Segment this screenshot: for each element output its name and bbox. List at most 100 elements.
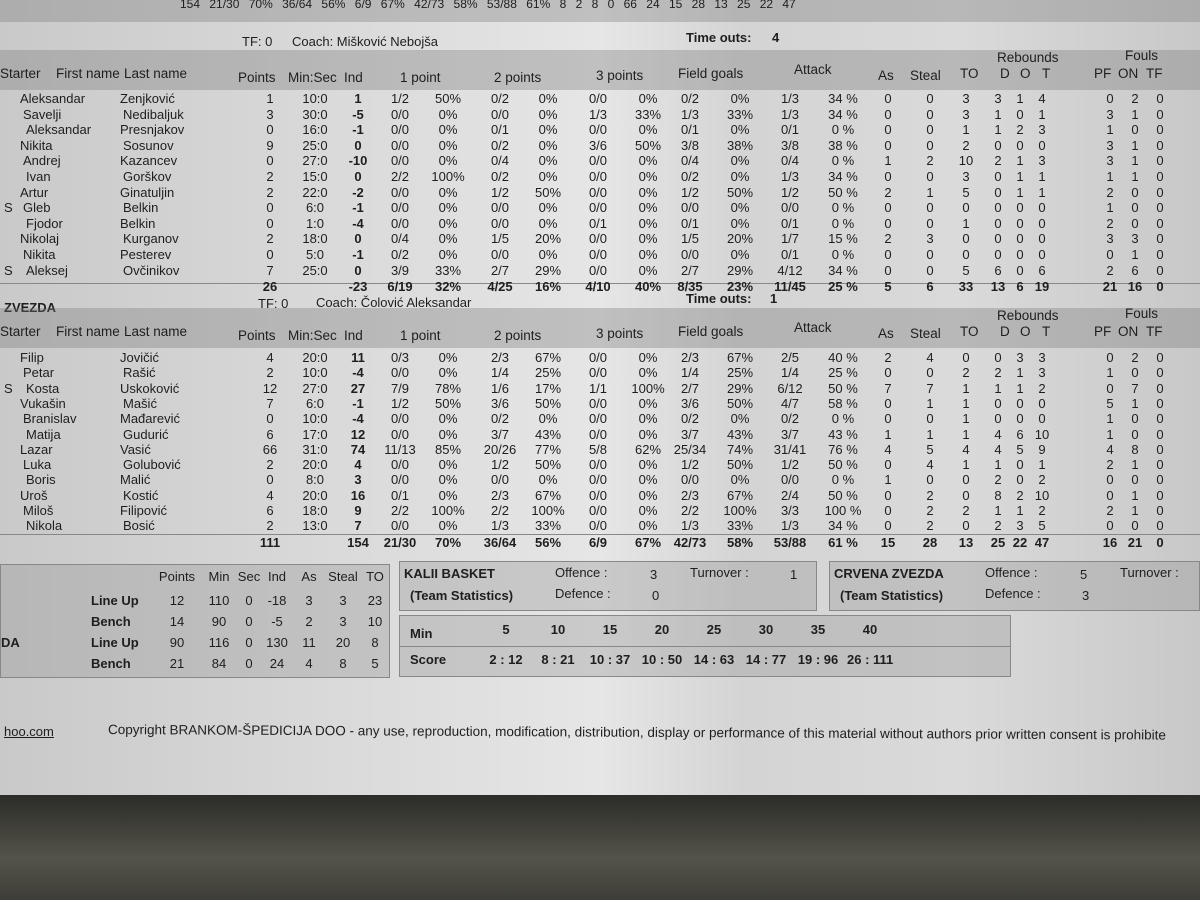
column-header-p1: 1 point bbox=[400, 70, 441, 85]
player-cell: 8:0 bbox=[305, 472, 325, 488]
player-cell: 10 bbox=[1034, 487, 1050, 503]
totals-cell: 16 bbox=[1127, 279, 1143, 295]
player-cell: 62% bbox=[634, 441, 662, 457]
player-cell: 5 bbox=[962, 184, 970, 200]
defence-label: Defence : bbox=[555, 586, 611, 601]
minute-mark: 15 bbox=[602, 622, 618, 637]
player-cell: 0% bbox=[438, 426, 458, 442]
player-cell: 10:0 bbox=[302, 91, 328, 106]
player-cell: 3/6 bbox=[490, 395, 510, 411]
player-cell: 3 bbox=[1131, 231, 1139, 247]
player-cell: 1/5 bbox=[680, 231, 700, 247]
player-cell: 6 bbox=[266, 503, 274, 518]
player-cell: 0 bbox=[1156, 169, 1164, 184]
player-cell: 58 % bbox=[828, 395, 858, 411]
player-cell: Ovčinikov bbox=[123, 262, 180, 278]
column-header-steal: Steal bbox=[910, 326, 941, 341]
player-cell: 3 bbox=[1016, 518, 1024, 534]
player-cell: 43% bbox=[726, 426, 754, 442]
player-cell: 1 bbox=[1131, 169, 1139, 184]
player-cell: 1 bbox=[1131, 106, 1139, 122]
player-cell: 0 bbox=[884, 169, 892, 184]
player-cell: 0/0 bbox=[680, 200, 700, 216]
player-cell: 0 bbox=[884, 247, 892, 262]
player-cell: 3 bbox=[1016, 350, 1024, 365]
player-cell: Ginatuljin bbox=[120, 184, 175, 200]
player-cell: 4 bbox=[926, 350, 934, 365]
player-cell: 2 bbox=[1106, 215, 1114, 231]
defence-value: 0 bbox=[652, 588, 660, 603]
player-cell: 50 % bbox=[828, 184, 858, 200]
totals-cell: 61 % bbox=[828, 534, 858, 550]
player-cell: 1 bbox=[1016, 365, 1024, 381]
player-cell: Belkin bbox=[123, 200, 159, 216]
player-cell: 2 bbox=[1038, 503, 1046, 518]
player-cell: 1 bbox=[962, 215, 970, 231]
totals-cell: 21 bbox=[1127, 534, 1143, 550]
player-cell: 3 bbox=[1038, 350, 1046, 365]
player-cell: 6 bbox=[1131, 262, 1139, 278]
bench-cell: 0 bbox=[245, 635, 253, 650]
totals-cell: 11/45 bbox=[774, 279, 806, 295]
player-cell: 0/0 bbox=[390, 200, 410, 216]
player-cell: 0 bbox=[926, 365, 934, 381]
score-at-minute: 19 : 96 bbox=[797, 652, 839, 667]
player-cell: Gorškov bbox=[123, 169, 172, 184]
offence-value: 3 bbox=[650, 567, 658, 582]
player-cell: 29% bbox=[726, 262, 754, 278]
player-cell: 0% bbox=[438, 487, 458, 503]
player-cell: 1 bbox=[1106, 411, 1114, 427]
column-header-starter: Starter bbox=[0, 324, 41, 339]
column-header-first: First name bbox=[56, 66, 120, 81]
player-cell: 1/3 bbox=[490, 518, 510, 534]
bench-cell: 10 bbox=[367, 614, 383, 629]
player-cell: -5 bbox=[352, 106, 364, 122]
player-cell: 0/0 bbox=[588, 91, 608, 106]
player-cell: Gudurić bbox=[123, 426, 169, 442]
player-cell: 22:0 bbox=[302, 184, 328, 200]
footer-link[interactable]: hoo.com bbox=[4, 724, 54, 739]
player-cell: 0 bbox=[926, 169, 934, 184]
player-cell: 0 bbox=[354, 262, 362, 278]
player-cell: 4/7 bbox=[780, 395, 800, 411]
player-cell: 0% bbox=[438, 411, 458, 427]
player-cell: 50% bbox=[434, 395, 462, 411]
player-cell: 1 bbox=[1016, 380, 1024, 396]
player-cell: 0/0 bbox=[588, 122, 608, 138]
player-cell: 33% bbox=[434, 262, 462, 278]
player-cell: 0 bbox=[926, 200, 934, 216]
player-cell: 0/2 bbox=[680, 411, 700, 427]
player-cell: Bosić bbox=[123, 518, 155, 534]
player-cell: 0 bbox=[1131, 472, 1139, 488]
bench-cell: -5 bbox=[271, 614, 283, 629]
player-cell: 7/9 bbox=[390, 380, 410, 396]
column-header-o: O bbox=[1020, 324, 1031, 339]
totals-cell: 58% bbox=[726, 534, 754, 550]
player-cell: 4 bbox=[962, 441, 970, 457]
minute-mark: 5 bbox=[502, 622, 510, 637]
player-cell: 0 bbox=[1156, 106, 1164, 122]
player-cell: 0/0 bbox=[390, 365, 410, 381]
player-cell: Aleksandar bbox=[20, 91, 86, 106]
player-cell: Boris bbox=[26, 472, 56, 488]
player-cell: 0% bbox=[730, 411, 750, 427]
bench-cell: 2 bbox=[305, 614, 313, 629]
column-header-d: D bbox=[1000, 324, 1010, 339]
player-cell: 0 bbox=[1106, 487, 1114, 503]
player-cell: -1 bbox=[352, 395, 364, 411]
player-cell: 0 bbox=[962, 350, 970, 365]
player-cell: 0 bbox=[926, 215, 934, 231]
totals-cell: 5 bbox=[884, 279, 892, 295]
player-cell: 2 bbox=[884, 350, 892, 365]
player-cell: 25:0 bbox=[302, 262, 328, 278]
player-cell: 12 bbox=[262, 380, 278, 396]
player-cell: 30:0 bbox=[302, 106, 328, 122]
player-cell: 0 bbox=[1156, 472, 1164, 488]
player-cell: 100 % bbox=[824, 503, 862, 518]
player-cell: 0/0 bbox=[588, 395, 608, 411]
player-cell: 0 bbox=[962, 518, 970, 534]
player-cell: 0/1 bbox=[680, 122, 700, 138]
player-cell: 1/2 bbox=[390, 395, 410, 411]
totals-cell: 6/9 bbox=[588, 534, 608, 550]
column-header-on: ON bbox=[1118, 66, 1139, 81]
